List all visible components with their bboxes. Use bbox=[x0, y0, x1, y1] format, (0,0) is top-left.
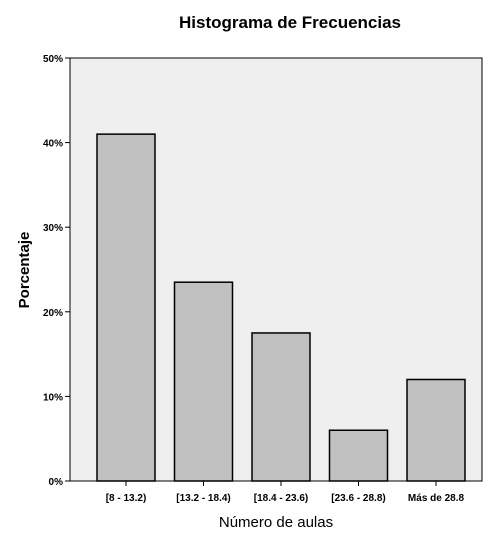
y-tick-label: 10% bbox=[43, 392, 63, 403]
bar bbox=[173, 281, 234, 482]
x-tick-label: [23.6 - 28.8) bbox=[331, 493, 385, 504]
x-tick-label: [18.4 - 23.6) bbox=[254, 493, 308, 504]
bars-group bbox=[96, 133, 466, 482]
x-tick-label: [13.2 - 18.4) bbox=[176, 493, 230, 504]
bar bbox=[96, 133, 156, 482]
bar bbox=[328, 429, 389, 482]
y-tick-label: 40% bbox=[43, 139, 63, 150]
y-tick-label: 50% bbox=[43, 54, 63, 65]
y-tick-label: 0% bbox=[49, 477, 64, 488]
y-tick-label: 30% bbox=[43, 223, 63, 234]
y-tick-label: 20% bbox=[43, 308, 63, 319]
x-axis: [8 - 13.2) [13.2 - 18.4) [18.4 - 23.6) [23.… bbox=[106, 481, 465, 504]
y-axis: 0% 10% 20% 30% 40% 50% bbox=[43, 54, 70, 488]
x-tick-label: [8 - 13.2) bbox=[106, 493, 147, 504]
x-axis-title: Número de aulas bbox=[219, 514, 333, 531]
bar bbox=[251, 332, 311, 482]
x-tick-label: Más de 28.8 bbox=[408, 493, 465, 504]
y-axis-title: Porcentaje bbox=[16, 232, 33, 309]
bar bbox=[406, 378, 466, 482]
chart-title: Histograma de Frecuencias bbox=[179, 13, 401, 32]
